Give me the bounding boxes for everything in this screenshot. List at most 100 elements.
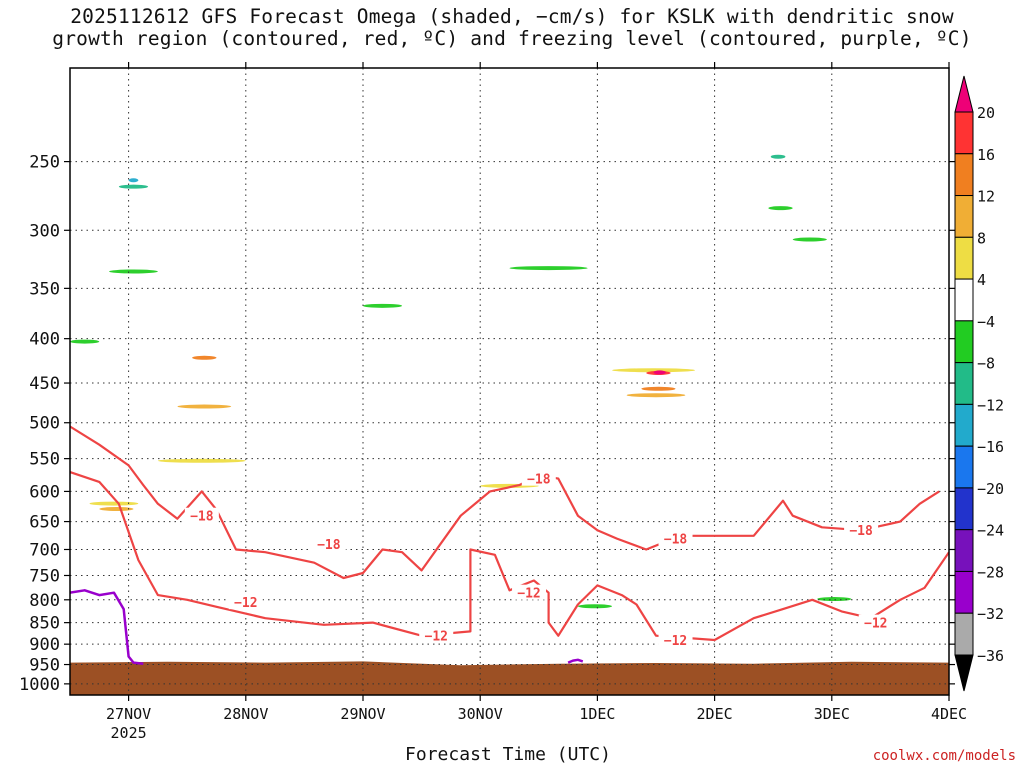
omega-shade-region (577, 604, 613, 609)
omega-shade-region (99, 506, 134, 511)
colorbar-segment (954, 445, 974, 489)
colorbar-label: −4 (977, 313, 995, 331)
colorbar: 20 16 12 8 4 −4 −8 −12 −16 −20 −24 −28 −32 −36 (954, 75, 1004, 692)
colorbar-segment (954, 195, 974, 238)
colorbar-segment (954, 362, 974, 405)
pressure-tick-label: 650 (29, 513, 60, 533)
time-tick-label: 30NOV (458, 705, 503, 723)
grid-layer (70, 68, 950, 695)
dgz-contour-label: −18 (317, 538, 341, 553)
time-tick-label: 27NOV (106, 705, 151, 723)
omega-shade-region (177, 404, 232, 409)
chart-title: 2025112612 GFS Forecast Omega (shaded, −… (0, 6, 1024, 50)
pressure-tick-label: 250 (29, 153, 60, 173)
omega-shade-region (792, 237, 827, 242)
omega-shade-region (363, 303, 403, 308)
time-tick-label: 2DEC (697, 705, 733, 723)
pressure-tick-label: 600 (29, 482, 60, 502)
colorbar-label: −8 (977, 355, 995, 373)
pressure-tick-label: 750 (29, 566, 60, 586)
time-tick-label: 28NOV (223, 705, 268, 723)
colorbar-label: −36 (977, 647, 1004, 665)
dgz-contour-label: −12 (664, 634, 687, 649)
omega-shade-region (118, 184, 149, 189)
pressure-tick-label: 950 (29, 656, 60, 676)
colorbar-label: 16 (977, 146, 995, 164)
plot-frame (69, 67, 950, 696)
omega-shade-region (770, 154, 786, 159)
pressure-tick-label: 900 (29, 635, 60, 655)
omega-shade-region (768, 206, 793, 211)
time-tick-label: 3DEC (814, 705, 850, 723)
omega-shade-region (612, 368, 696, 373)
pressure-tick-label: 800 (29, 591, 60, 611)
omega-cross-section-chart: −18 −18 −18 −18 −18 −12 −12 −12 −12 −12 250 300 350… (19, 62, 1004, 740)
pressure-tick-label: 700 (29, 540, 60, 560)
colorbar-segment (954, 153, 974, 197)
omega-shade-region (89, 501, 139, 506)
colorbar-label: 4 (977, 271, 986, 289)
dgz-contour-label: −18 (664, 533, 688, 548)
chart-title-line-2: growth region (contoured, red, ºC) and f… (52, 27, 972, 50)
omega-shade-region (626, 393, 686, 398)
colorbar-segment (954, 236, 974, 280)
dgz-contour-line (70, 425, 940, 580)
chart-title-line-1: 2025112612 GFS Forecast Omega (shaded, −… (70, 5, 954, 28)
omega-shade-region (192, 355, 217, 360)
colorbar-segment (954, 570, 974, 614)
terrain-fill (70, 661, 949, 695)
dgz-label-bg (228, 594, 263, 610)
colorbar-segment (954, 487, 974, 531)
credit-text: coolwx.com/models (872, 748, 1016, 764)
colorbar-segment (954, 403, 974, 447)
colorbar-segment (954, 278, 974, 322)
colorbar-label: 12 (977, 188, 995, 206)
pressure-axis: 2503003504004505005506006507007508008509… (19, 153, 955, 695)
contour-layer: −18 −18 −18 −18 −18 −12 −12 −12 −12 −12 (70, 425, 949, 665)
omega-shade-region (653, 370, 666, 375)
colorbar-bottom-arrow (954, 654, 974, 692)
dgz-label-bg (512, 584, 547, 600)
dgz-contour-label: −18 (527, 473, 551, 488)
pressure-tick-label: 500 (29, 414, 60, 434)
time-tick-label: 4DEC (931, 705, 967, 723)
colorbar-label: −20 (977, 480, 1004, 498)
omega-shade-region (817, 597, 852, 602)
omega-shade-region (128, 178, 139, 183)
colorbar-label: −24 (977, 522, 1004, 540)
omega-shading-layer (70, 154, 852, 609)
dgz-label-bg (419, 627, 454, 643)
omega-shade-region (509, 266, 588, 271)
colorbar-segment (954, 612, 974, 656)
colorbar-label: −28 (977, 563, 1004, 581)
pressure-tick-label: 300 (29, 221, 60, 241)
time-tick-sublabel: 2025 (111, 724, 147, 740)
colorbar-top-arrow (954, 75, 974, 113)
omega-shade-region (157, 458, 246, 463)
pressure-tick-label: 350 (29, 279, 60, 299)
dgz-contour-label: −18 (849, 524, 873, 539)
colorbar-label: 20 (977, 104, 995, 122)
pressure-tick-label: 850 (29, 614, 60, 634)
dgz-contour-label: −12 (864, 617, 887, 632)
time-tick-label: 29NOV (340, 705, 385, 723)
dgz-contour-label: −18 (190, 510, 214, 525)
dgz-label-bg (658, 530, 693, 546)
colorbar-segment (954, 111, 974, 155)
dgz-label-bg (521, 470, 556, 486)
pressure-tick-label: 1000 (19, 675, 60, 695)
colorbar-label: 8 (977, 229, 986, 247)
dgz-contour-label: −12 (517, 587, 540, 602)
omega-shade-region (641, 386, 676, 391)
dgz-contour-line (70, 471, 949, 642)
x-axis-title: Forecast Time (UTC) (405, 744, 611, 765)
dgz-label-bg (658, 631, 693, 647)
dgz-label-bg (844, 522, 879, 538)
pressure-tick-label: 450 (29, 374, 60, 394)
dgz-contour-label: −12 (425, 630, 448, 645)
colorbar-segment (954, 529, 974, 572)
freezing-level-line (70, 589, 144, 665)
omega-shade-region (70, 339, 100, 344)
dgz-label-bg (184, 507, 219, 523)
